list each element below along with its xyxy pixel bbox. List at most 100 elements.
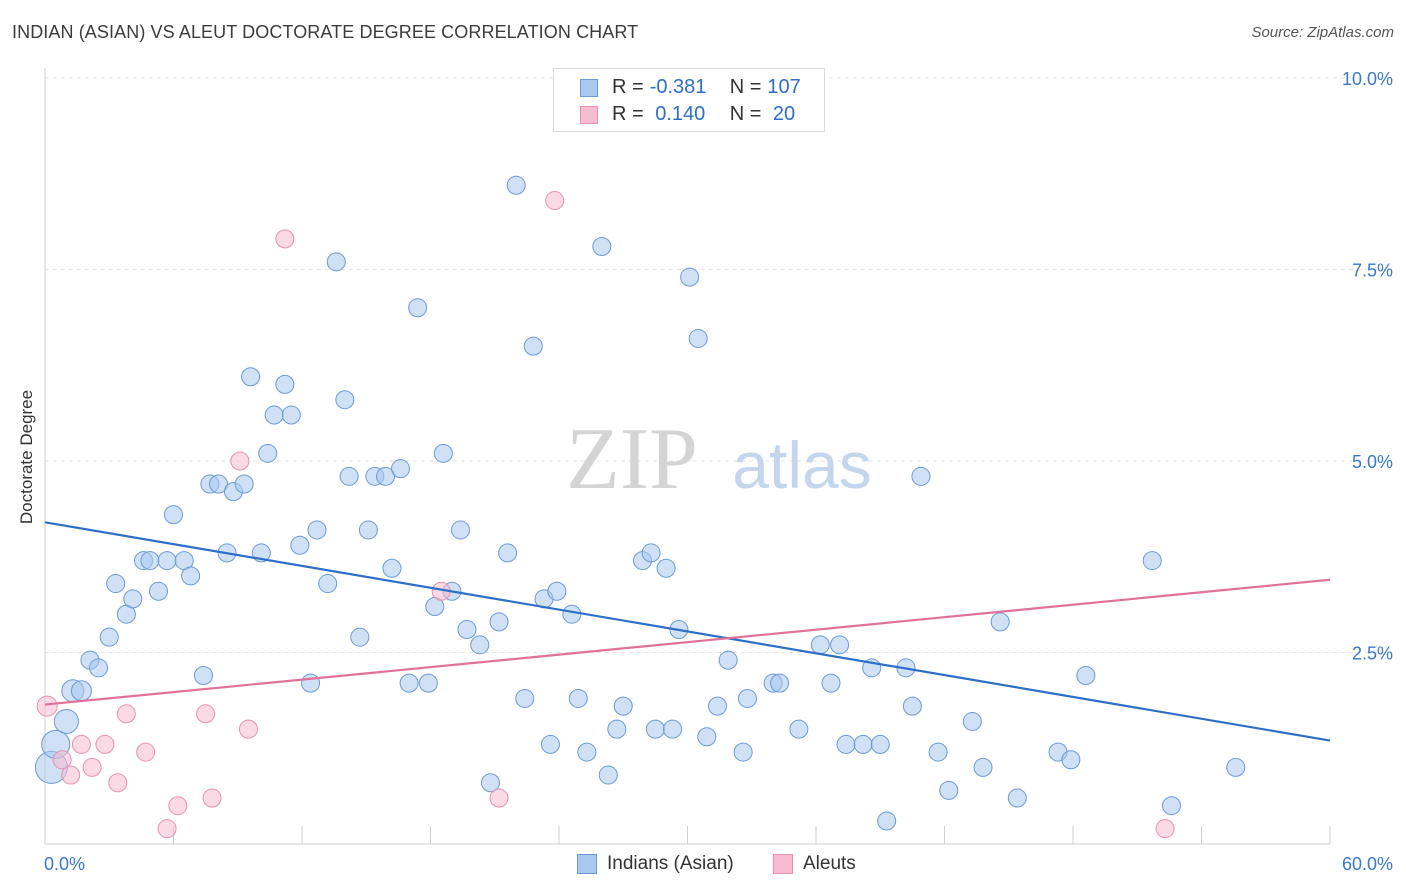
- data-point: [71, 734, 91, 754]
- r-value: 0.140: [649, 103, 706, 125]
- legend-label-aleuts: Aleuts: [803, 853, 856, 874]
- data-point: [562, 604, 582, 624]
- x-tick-label: 60.0%: [1342, 854, 1393, 874]
- data-point: [877, 811, 897, 831]
- data-point: [506, 175, 526, 195]
- legend-swatch-indians: [580, 78, 598, 97]
- data-point: [82, 757, 102, 777]
- data-point: [53, 708, 79, 734]
- data-point: [489, 612, 509, 632]
- data-point: [470, 635, 490, 655]
- data-point: [382, 558, 402, 578]
- scatter-points: [34, 175, 1246, 839]
- trend-lines: [44, 521, 1331, 742]
- series-aleuts-points: [36, 191, 1175, 839]
- data-point: [688, 328, 708, 348]
- watermark-atlas: atlas: [732, 428, 871, 502]
- data-point: [645, 719, 665, 739]
- n-label: N =: [729, 76, 762, 98]
- series-indians-points: [34, 175, 1246, 831]
- data-point: [592, 237, 612, 257]
- data-point: [418, 673, 438, 693]
- data-point: [928, 742, 948, 762]
- data-point: [358, 520, 378, 540]
- data-point: [149, 581, 169, 601]
- data-point: [264, 405, 284, 425]
- data-point: [36, 695, 58, 717]
- data-point: [376, 466, 396, 486]
- r-label: R =: [612, 103, 644, 125]
- watermark-zip: ZIP: [566, 411, 698, 508]
- data-point: [707, 696, 727, 716]
- data-point: [339, 466, 359, 486]
- data-point: [208, 474, 228, 494]
- data-point: [1226, 757, 1246, 777]
- watermark: ZIP atlas: [566, 411, 872, 508]
- data-point: [95, 734, 115, 754]
- data-point: [258, 443, 278, 463]
- data-point: [168, 796, 188, 816]
- y-tick-label: 10.0%: [1342, 69, 1393, 89]
- data-point: [116, 704, 136, 724]
- data-point: [962, 711, 982, 731]
- data-point: [515, 688, 535, 708]
- y-tick-label: 2.5%: [1352, 644, 1393, 664]
- data-point: [157, 819, 177, 839]
- data-point: [733, 742, 753, 762]
- data-point: [450, 520, 470, 540]
- data-point: [480, 773, 500, 793]
- data-point: [230, 451, 250, 471]
- legend-item-aleuts: Aleuts: [773, 853, 856, 875]
- data-point: [108, 773, 128, 793]
- y-tick-label: 5.0%: [1352, 452, 1393, 472]
- data-point: [656, 558, 676, 578]
- legend-item-indians: Indians (Asian): [577, 853, 734, 875]
- data-point: [641, 543, 661, 563]
- r-value: -0.381: [649, 76, 707, 98]
- data-point: [457, 620, 477, 640]
- data-point: [489, 788, 509, 808]
- stats-legend: R = -0.381 N = 107 R = 0.140 N = 20: [553, 68, 825, 132]
- data-point: [789, 719, 809, 739]
- tick-labels: 2.5% 5.0% 7.5% 10.0% 0.0% 60.0%: [44, 69, 1393, 874]
- n-value: 107: [767, 76, 801, 98]
- data-point: [663, 719, 683, 739]
- y-tick-label: 7.5%: [1352, 261, 1393, 281]
- data-point: [577, 742, 597, 762]
- legend-label-indians: Indians (Asian): [607, 853, 734, 874]
- data-point: [545, 191, 565, 211]
- data-point: [902, 696, 922, 716]
- data-point: [697, 727, 717, 747]
- x-tick-label: 0.0%: [44, 854, 85, 874]
- data-point: [1061, 750, 1081, 770]
- data-point: [196, 704, 216, 724]
- data-point: [1162, 796, 1182, 816]
- n-value: 20: [767, 103, 796, 125]
- data-point: [973, 757, 993, 777]
- data-point: [408, 298, 428, 318]
- data-point: [275, 374, 295, 394]
- legend-swatch-indians: [577, 854, 597, 874]
- data-point: [193, 665, 213, 685]
- data-point: [275, 229, 295, 249]
- data-point: [939, 780, 959, 800]
- data-point: [241, 367, 261, 387]
- series-legend: Indians (Asian) Aleuts: [0, 852, 1406, 878]
- data-point: [181, 566, 201, 586]
- data-point: [350, 627, 370, 647]
- data-point: [433, 443, 453, 463]
- data-point: [1007, 788, 1027, 808]
- data-point: [99, 627, 119, 647]
- data-point: [106, 574, 126, 594]
- data-point: [399, 673, 419, 693]
- trend-line-aleuts: [44, 578, 1331, 706]
- data-point: [737, 688, 757, 708]
- data-point: [911, 466, 931, 486]
- data-point: [523, 336, 543, 356]
- data-point: [870, 734, 890, 754]
- r-label: R =: [612, 76, 644, 98]
- data-point: [680, 267, 700, 287]
- data-point: [498, 543, 518, 563]
- data-point: [547, 581, 567, 601]
- chart-title: INDIAN (ASIAN) VS ALEUT DOCTORATE DEGREE…: [12, 22, 639, 42]
